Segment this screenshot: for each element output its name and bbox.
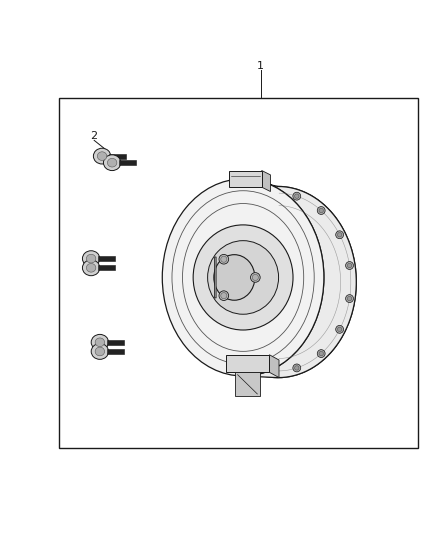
- Bar: [109, 154, 126, 158]
- Ellipse shape: [91, 334, 109, 350]
- Ellipse shape: [208, 241, 279, 314]
- Polygon shape: [215, 257, 216, 298]
- Ellipse shape: [162, 179, 324, 376]
- Ellipse shape: [319, 208, 323, 213]
- Ellipse shape: [317, 350, 325, 358]
- Ellipse shape: [337, 327, 342, 332]
- Ellipse shape: [337, 232, 342, 237]
- Bar: [107, 349, 124, 354]
- Ellipse shape: [221, 293, 227, 298]
- Ellipse shape: [86, 263, 96, 272]
- Ellipse shape: [295, 366, 299, 370]
- Ellipse shape: [336, 326, 343, 333]
- Ellipse shape: [219, 291, 229, 301]
- Ellipse shape: [336, 231, 343, 239]
- Bar: [98, 265, 115, 270]
- Ellipse shape: [107, 158, 117, 167]
- Ellipse shape: [214, 255, 255, 300]
- Ellipse shape: [95, 338, 105, 346]
- Ellipse shape: [295, 194, 299, 198]
- Ellipse shape: [219, 254, 229, 264]
- Ellipse shape: [293, 192, 301, 200]
- Text: 1: 1: [257, 61, 264, 71]
- Ellipse shape: [293, 364, 301, 372]
- Polygon shape: [261, 171, 270, 191]
- Ellipse shape: [252, 274, 258, 280]
- Bar: [107, 340, 124, 345]
- Ellipse shape: [93, 148, 111, 164]
- Ellipse shape: [103, 155, 121, 171]
- Bar: [98, 256, 115, 261]
- Ellipse shape: [82, 251, 100, 266]
- Ellipse shape: [347, 263, 352, 268]
- Ellipse shape: [347, 296, 352, 301]
- Polygon shape: [269, 355, 279, 377]
- Ellipse shape: [221, 256, 227, 262]
- Text: 2: 2: [91, 132, 98, 141]
- Ellipse shape: [91, 344, 109, 359]
- Ellipse shape: [97, 152, 107, 160]
- Ellipse shape: [346, 295, 353, 303]
- Ellipse shape: [346, 262, 353, 270]
- Bar: [119, 160, 136, 165]
- Bar: [226, 355, 269, 372]
- Bar: [229, 171, 261, 187]
- Ellipse shape: [86, 254, 96, 263]
- Ellipse shape: [193, 225, 293, 330]
- Ellipse shape: [95, 347, 105, 356]
- Polygon shape: [243, 179, 356, 378]
- Bar: [59, 98, 418, 448]
- Ellipse shape: [200, 187, 356, 378]
- Ellipse shape: [319, 351, 323, 356]
- Ellipse shape: [251, 273, 260, 282]
- Ellipse shape: [82, 260, 100, 276]
- Bar: [236, 372, 259, 397]
- Ellipse shape: [317, 207, 325, 214]
